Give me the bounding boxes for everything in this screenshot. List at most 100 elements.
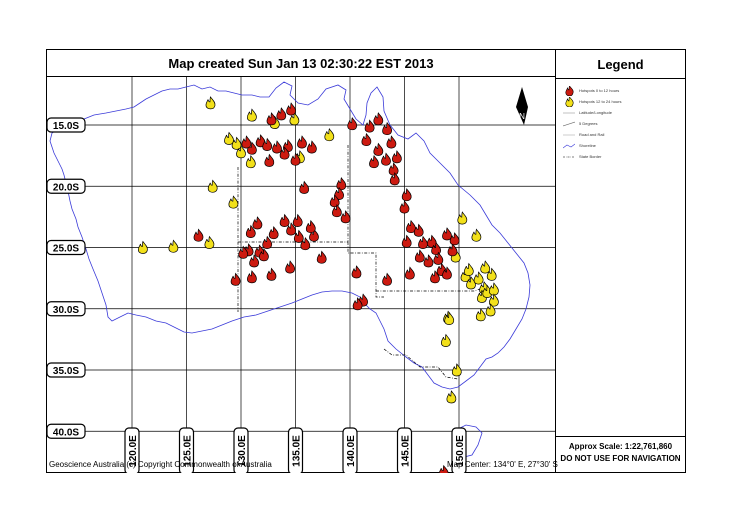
legend-item-recent-hotspots: Hotspots 0 to 12 hours <box>562 85 679 96</box>
hotspot-older <box>224 131 234 145</box>
hotspot-older <box>441 333 451 347</box>
legend-item-shoreline: Shoreline <box>562 140 679 151</box>
legend-label-latlong: Latitude/Longitude <box>579 110 612 115</box>
hotspot-recent <box>262 137 273 151</box>
latitude-label: 15.0S <box>46 117 86 133</box>
hotspot-recent <box>238 245 249 259</box>
north-arrow-icon <box>516 87 528 125</box>
legend-title: Legend <box>556 50 685 79</box>
hotspot-recent <box>249 254 259 268</box>
svg-text:35.0S: 35.0S <box>53 366 79 377</box>
map-title-text: Map created Sun Jan 13 02:30:22 EST 2013 <box>168 55 434 71</box>
hotspot-older <box>451 363 462 377</box>
longitude-label: 130.0E <box>233 427 249 473</box>
north-arrow-label: N <box>519 112 525 121</box>
grid-line-icon <box>562 108 576 118</box>
hotspot-older <box>228 195 239 209</box>
longitude-label: 120.0E <box>124 427 140 473</box>
hotspot-older <box>466 276 476 290</box>
hotspot-older <box>480 260 491 274</box>
hotspot-older <box>463 262 474 276</box>
hotspot-recent <box>382 272 392 286</box>
longitude-labels: 120.0E 125.0E 130.0E 135.0E 140.0E 145.0E 150.… <box>124 427 467 473</box>
hotspot-recent <box>413 223 424 237</box>
hotspot-recent <box>300 237 311 251</box>
legend-items: Hotspots 0 to 12 hours Hotspots 12 to 24… <box>556 79 685 162</box>
hotspot-recent <box>347 117 358 131</box>
hotspot-recent <box>332 204 342 218</box>
hotspot-recent <box>433 251 444 265</box>
map-canvas[interactable]: N 15.0S 20.0S 25.0S 30.0S 35.0S 40.0S 120.0E 1… <box>46 77 556 473</box>
map-center-info: Map Center: 134°0' E, 27°30' S <box>447 460 558 469</box>
hotspot-recent <box>426 234 437 248</box>
latitude-label: 20.0S <box>46 178 86 194</box>
legend-label-recent: Hotspots 0 to 12 hours <box>579 88 620 93</box>
hotspot-recent <box>381 152 391 166</box>
hotspot-older <box>471 228 482 242</box>
hotspot-recent <box>293 229 304 243</box>
hotspot-older <box>168 239 179 253</box>
svg-text:25.0S: 25.0S <box>53 244 79 255</box>
hotspot-older <box>247 108 257 122</box>
shoreline-icon <box>562 141 576 151</box>
hotspot-recent <box>369 155 379 169</box>
legend-label-shoreline: Shoreline <box>579 143 596 148</box>
hotspot-recent <box>259 248 269 262</box>
legend-label-road: Road and Rail <box>579 132 605 137</box>
longitude-label: 145.0E <box>396 427 413 473</box>
hotspot-recent <box>268 226 279 240</box>
hotspot-recent <box>230 272 241 286</box>
hotspot-recent <box>305 219 316 234</box>
north-arrow: N <box>516 87 528 125</box>
hotspot-recent <box>430 270 440 284</box>
latitude-label: 30.0S <box>46 301 86 317</box>
hotspot-older <box>207 179 218 193</box>
svg-text:40.0S: 40.0S <box>53 427 79 438</box>
hotspot-recent <box>247 141 257 155</box>
svg-text:30.0S: 30.0S <box>53 305 79 316</box>
state-borders <box>237 145 487 380</box>
navigation-warning: DO NOT USE FOR NAVIGATION <box>560 454 681 463</box>
hotspot-recent <box>401 188 412 202</box>
hotspot-recent <box>252 216 263 230</box>
hotspot-recent <box>279 146 290 160</box>
hotspot-recent <box>364 119 375 133</box>
hotspot-older <box>289 112 300 126</box>
hotspot-recent <box>442 227 452 241</box>
hotspot-recent <box>299 180 310 194</box>
svg-text:145.0E: 145.0E <box>401 435 412 467</box>
hotspot-older <box>444 311 455 325</box>
hotspot-older <box>324 128 335 142</box>
legend-panel: Legend Hotspots 0 to 12 hours Hotspots 1… <box>555 49 686 473</box>
hotspot-older <box>204 235 215 249</box>
hotspot-recent <box>309 228 319 242</box>
grid-line-icon <box>562 119 576 129</box>
hotspot-recent <box>431 241 441 256</box>
svg-text:140.0E: 140.0E <box>346 435 357 467</box>
hotspot-older <box>475 308 486 322</box>
longitude-label: 125.0E <box>178 427 195 473</box>
hotspot-recent <box>351 265 362 279</box>
copyright-credit: Geoscience Australia (c) Copyright Commo… <box>49 460 272 469</box>
svg-text:135.0E: 135.0E <box>292 435 303 467</box>
svg-text:150.0E: 150.0E <box>455 435 466 467</box>
hotspot-recent <box>449 232 460 246</box>
svg-text:15.0S: 15.0S <box>53 121 79 132</box>
hotspot-recent <box>266 267 277 281</box>
hotspot-recent <box>193 228 204 242</box>
australia-coastline <box>49 81 531 390</box>
legend-label-older: Hotspots 12 to 24 hours <box>579 99 622 104</box>
hotspot-recent <box>292 213 303 227</box>
hotspot-recent <box>272 140 282 154</box>
hotspot-recent <box>382 121 392 136</box>
hotspot-recent <box>401 234 412 248</box>
hotspot-recent <box>418 235 428 249</box>
svg-text:120.0E: 120.0E <box>128 435 139 467</box>
hotspot-older <box>489 282 499 296</box>
svg-text:130.0E: 130.0E <box>237 435 248 467</box>
hotspot-recent <box>389 172 400 186</box>
hotspot-recent <box>279 213 290 227</box>
hotspot-older <box>457 211 468 225</box>
legend-item-older-hotspots: Hotspots 12 to 24 hours <box>562 96 679 107</box>
